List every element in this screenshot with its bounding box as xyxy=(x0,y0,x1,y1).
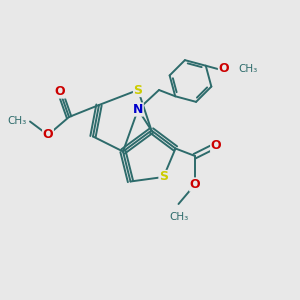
Text: O: O xyxy=(211,139,221,152)
Text: CH₃: CH₃ xyxy=(239,64,258,74)
Text: S: S xyxy=(159,170,168,184)
Text: CH₃: CH₃ xyxy=(8,116,27,127)
Text: O: O xyxy=(190,178,200,191)
Text: S: S xyxy=(134,83,142,97)
Text: O: O xyxy=(55,85,65,98)
Text: N: N xyxy=(133,103,143,116)
Text: O: O xyxy=(218,62,229,75)
Text: O: O xyxy=(43,128,53,142)
Text: CH₃: CH₃ xyxy=(169,212,188,221)
